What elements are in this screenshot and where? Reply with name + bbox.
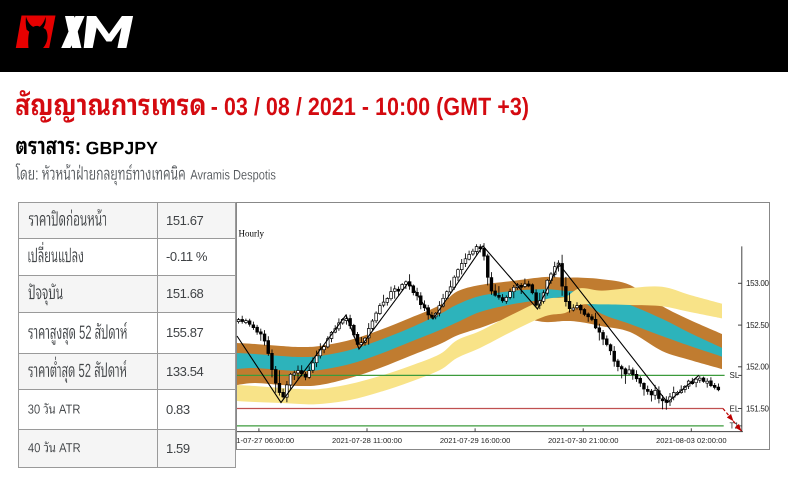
svg-text:T1: T1 — [730, 422, 740, 431]
svg-text:2021-07-29 16:00:00: 2021-07-29 16:00:00 — [440, 436, 511, 445]
svg-text:SL: SL — [730, 371, 740, 380]
svg-text:153.00: 153.00 — [746, 279, 770, 288]
svg-text:152.50: 152.50 — [746, 321, 770, 330]
svg-text:2021-07-30 21:00:00: 2021-07-30 21:00:00 — [548, 436, 619, 445]
svg-text:2021-07-28 11:00:00: 2021-07-28 11:00:00 — [332, 436, 402, 445]
svg-text:Hourly: Hourly — [239, 229, 265, 239]
svg-text:EL: EL — [730, 404, 740, 413]
svg-text:2021-07-27 06:00:00: 2021-07-27 06:00:00 — [224, 436, 295, 445]
svg-text:2021-08-03 02:00:00: 2021-08-03 02:00:00 — [656, 436, 727, 445]
svg-text:151.50: 151.50 — [746, 404, 770, 413]
svg-text:152.00: 152.00 — [746, 363, 770, 372]
